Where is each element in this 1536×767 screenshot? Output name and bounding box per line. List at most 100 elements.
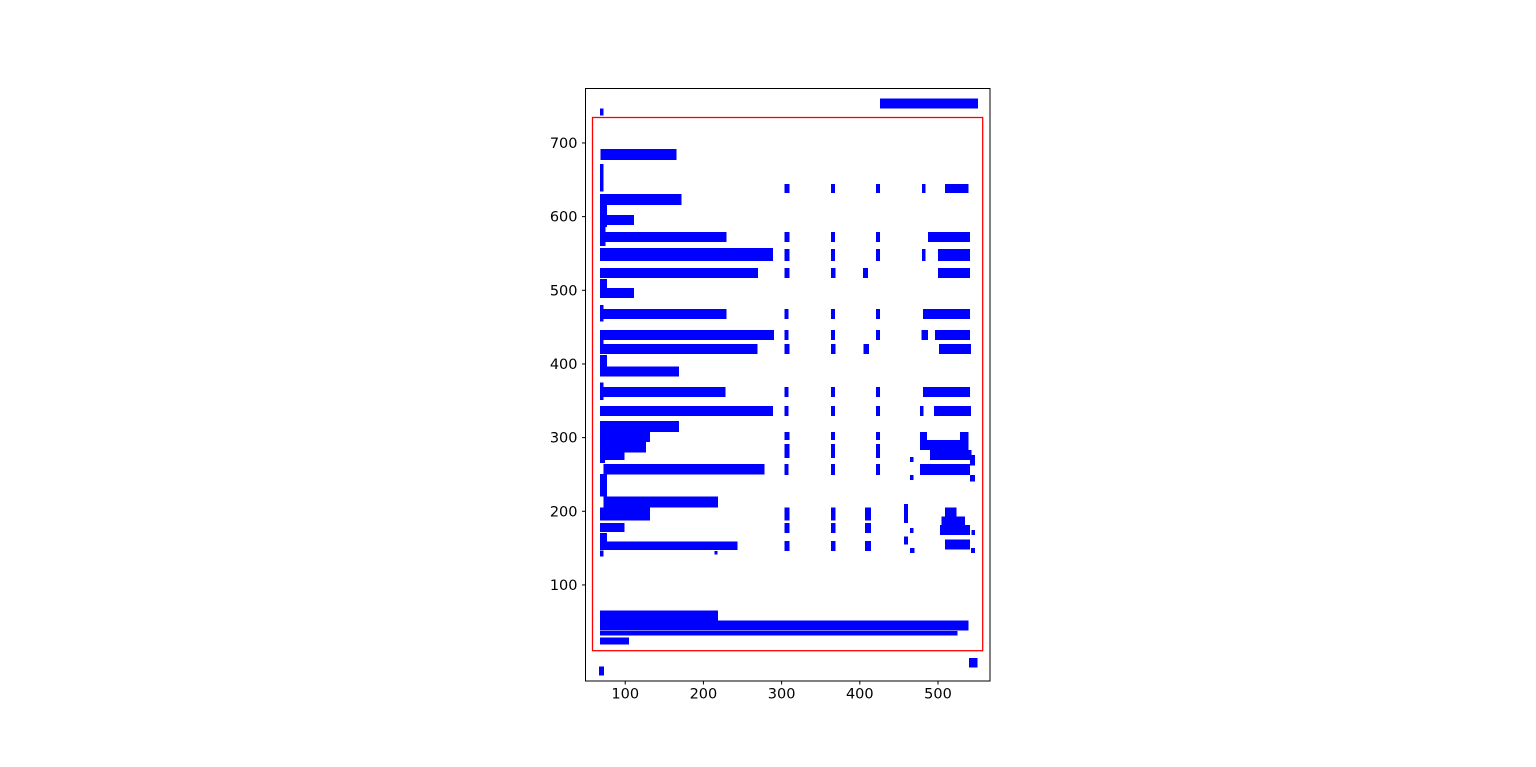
layout-box (599, 343, 758, 354)
layout-box (599, 533, 608, 542)
layout-box (909, 528, 914, 534)
y-tick-label: 700 (550, 136, 578, 152)
layout-box (599, 268, 758, 279)
layout-box (919, 464, 970, 476)
layout-box (922, 184, 926, 194)
layout-box (969, 475, 975, 482)
layout-box (864, 523, 871, 534)
layout-box (830, 405, 835, 416)
layout-box (784, 268, 790, 279)
layout-box (875, 444, 880, 459)
layout-box (879, 98, 979, 109)
layout-box (934, 329, 970, 340)
layout-box (599, 507, 650, 521)
layout-box (904, 504, 909, 524)
layout-box (784, 444, 790, 459)
layout-box (599, 214, 634, 225)
region-outline-box (591, 116, 984, 652)
layout-box (875, 464, 880, 476)
x-tick-label: 300 (768, 687, 796, 703)
layout-box (599, 620, 969, 631)
layout-box (603, 231, 727, 242)
layout-box (919, 440, 969, 451)
layout-box (599, 666, 604, 676)
layout-box (945, 539, 970, 550)
layout-box (784, 464, 789, 476)
layout-box (599, 227, 606, 246)
layout-box (909, 456, 914, 462)
x-tick-label: 200 (690, 687, 718, 703)
layout-box (599, 366, 679, 377)
layout-box (714, 551, 718, 555)
layout-box (971, 529, 975, 535)
layout-box (784, 523, 790, 534)
layout-box (599, 248, 773, 262)
layout-box (830, 541, 836, 551)
axes-frame (585, 87, 991, 682)
layout-box (784, 507, 790, 521)
layout-box (784, 387, 789, 398)
layout-box (600, 148, 677, 160)
layout-box (830, 343, 836, 354)
layout-box (599, 550, 604, 557)
layout-box (784, 232, 790, 242)
layout-box (923, 308, 970, 319)
y-tick-label: 600 (550, 210, 578, 226)
y-tick-label: 100 (550, 578, 578, 594)
layout-box (599, 354, 608, 377)
layout-box (938, 343, 971, 354)
layout-box (599, 474, 608, 497)
x-tick-label: 500 (924, 687, 952, 703)
y-tick-label: 400 (550, 357, 578, 373)
layout-box (939, 524, 970, 535)
layout-box (863, 343, 870, 354)
layout-box (599, 523, 625, 533)
layout-box (919, 405, 924, 416)
layout-box (830, 523, 836, 534)
layout-box (830, 249, 835, 262)
layout-box (599, 432, 650, 442)
layout-box (599, 452, 625, 460)
layout-box (928, 232, 970, 242)
y-tick-label: 500 (550, 283, 578, 299)
layout-box (941, 516, 965, 525)
layout-box (830, 464, 835, 476)
layout-box (830, 387, 835, 398)
layout-box (904, 536, 909, 545)
layout-box (830, 308, 835, 319)
layout-box (599, 610, 718, 621)
layout-box (603, 496, 718, 508)
layout-box (599, 387, 726, 398)
layout-box (830, 444, 835, 459)
layout-box (784, 405, 789, 416)
layout-box (784, 308, 789, 319)
layout-box (830, 232, 835, 242)
layout-box (875, 249, 880, 262)
y-tick-label: 300 (550, 431, 578, 447)
layout-box (599, 405, 773, 416)
layout-box (603, 463, 765, 475)
layout-box (599, 630, 958, 636)
layout-box (599, 637, 629, 645)
layout-box (921, 329, 929, 340)
layout-box (784, 431, 790, 441)
layout-box (599, 164, 604, 192)
layout-box (599, 329, 774, 340)
layout-box (830, 431, 835, 441)
layout-box (929, 450, 972, 460)
layout-box (938, 268, 970, 279)
layout-box (599, 459, 606, 464)
layout-box (970, 548, 975, 554)
layout-box (969, 455, 975, 466)
layout-box (875, 431, 880, 441)
layout-box (784, 184, 790, 194)
layout-box (863, 268, 869, 279)
y-tick-label: 200 (550, 504, 578, 520)
layout-box (922, 249, 926, 262)
layout-box (919, 431, 927, 441)
layout-box (599, 193, 682, 205)
layout-box (830, 268, 836, 279)
layout-box (599, 308, 727, 319)
layout-box (909, 548, 915, 554)
